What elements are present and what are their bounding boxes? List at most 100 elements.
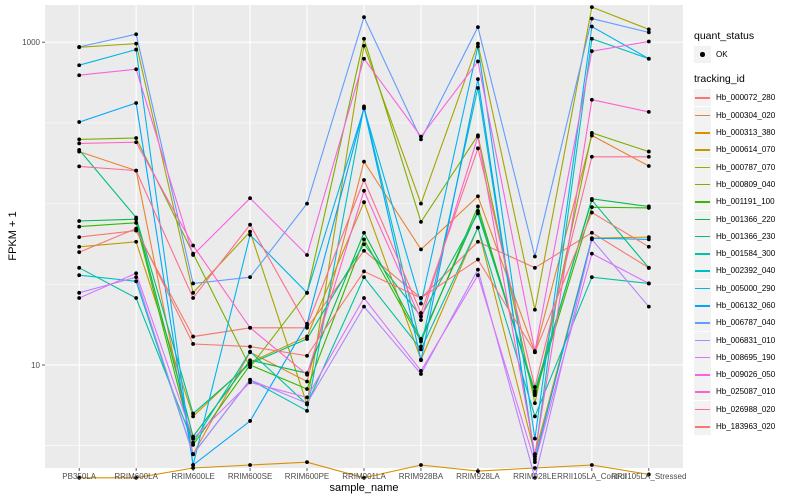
data-point	[134, 271, 139, 276]
data-point	[77, 265, 82, 270]
legend-label: Hb_001366_230	[716, 231, 776, 241]
data-point	[646, 27, 651, 32]
legend-item-hb-026988-020: Hb_026988_020	[694, 400, 800, 418]
line-key-icon	[694, 210, 711, 228]
line-key-icon	[694, 297, 711, 314]
data-point	[305, 401, 309, 406]
data-point	[646, 154, 651, 159]
data-point	[419, 358, 423, 363]
data-point	[419, 301, 423, 306]
data-point	[476, 194, 480, 199]
data-point	[589, 237, 594, 242]
data-point	[77, 290, 82, 295]
data-point	[77, 273, 82, 278]
data-point	[362, 475, 366, 480]
data-point	[248, 377, 252, 382]
line-key-icon	[694, 348, 711, 366]
data-point	[532, 401, 537, 406]
legend-item-hb-006787-040: Hb_006787_040	[694, 314, 800, 332]
data-point	[589, 131, 594, 135]
legend-item-hb-001366-220: Hb_001366_220	[694, 210, 800, 228]
legend-label: Hb_001366_220	[716, 214, 776, 224]
line-key-icon	[694, 366, 711, 384]
data-point	[77, 296, 82, 300]
data-point	[305, 290, 309, 295]
data-point	[476, 225, 480, 230]
data-point	[646, 149, 651, 154]
data-point	[134, 239, 139, 244]
line-key-icon	[694, 400, 711, 418]
line-key-icon	[694, 175, 711, 193]
data-point	[191, 452, 196, 457]
data-point	[77, 475, 82, 480]
y-axis-title: FPKM + 1	[7, 211, 19, 260]
line-key-icon	[694, 89, 711, 107]
data-point	[305, 408, 309, 413]
legend-label: Hb_008695_190	[716, 352, 776, 362]
x-tick-label: RRIM600LA	[114, 472, 158, 481]
data-point	[305, 460, 309, 465]
data-point	[532, 452, 537, 457]
data-point	[134, 136, 139, 140]
data-point	[589, 5, 594, 9]
data-point	[191, 411, 196, 416]
data-point	[77, 120, 82, 124]
legend-label: Hb_026988_020	[716, 404, 776, 414]
data-point	[248, 196, 252, 201]
data-point	[77, 235, 82, 239]
data-point	[362, 36, 366, 41]
legend-item-hb-000304-020: Hb_000304_020	[694, 106, 800, 124]
data-point	[646, 164, 651, 168]
data-point	[419, 311, 423, 315]
data-point	[476, 239, 480, 244]
data-point	[134, 67, 139, 72]
line-key-icon	[694, 418, 711, 436]
data-point	[248, 349, 252, 354]
data-point	[419, 463, 423, 467]
data-point	[589, 205, 594, 210]
data-point	[248, 229, 252, 234]
data-point	[191, 296, 196, 300]
x-tick-label: RRIM600SE	[228, 472, 272, 481]
x-tick-label: PB350LA	[62, 472, 96, 481]
data-point	[476, 77, 480, 82]
line-key-icon	[694, 314, 711, 332]
data-point	[305, 337, 309, 341]
data-point	[77, 73, 82, 78]
data-point	[134, 220, 139, 225]
data-point	[532, 475, 537, 480]
data-point	[419, 220, 423, 224]
data-point	[646, 472, 651, 477]
data-point	[191, 334, 196, 339]
x-tick-label: RRIM600LE	[171, 472, 215, 481]
data-point	[476, 25, 480, 30]
legend-label: Hb_006787_040	[716, 318, 776, 328]
data-point	[362, 296, 366, 300]
data-point	[419, 137, 423, 142]
data-point	[419, 314, 423, 319]
data-point	[589, 463, 594, 467]
data-point	[589, 275, 594, 280]
data-point	[305, 387, 309, 391]
legend-item-hb-000787-070: Hb_000787_070	[694, 158, 800, 176]
legend-label: Hb_025087_010	[716, 387, 776, 397]
data-point	[248, 275, 252, 280]
legend-label: OK	[716, 50, 728, 60]
data-point	[532, 414, 537, 419]
data-point	[191, 414, 196, 419]
data-point	[476, 59, 480, 64]
data-point	[362, 159, 366, 164]
data-point	[305, 253, 309, 257]
data-point	[532, 457, 537, 462]
data-point	[476, 134, 480, 139]
data-point	[134, 140, 139, 145]
data-point	[419, 318, 423, 322]
legend: quant_status OK tracking_id Hb_000072_28…	[694, 30, 800, 436]
y-tick-label: 1000	[22, 38, 40, 47]
line-key-icon	[694, 245, 711, 263]
data-point	[646, 304, 651, 309]
data-point	[589, 36, 594, 41]
legend-title-tracking-id: tracking_id	[694, 73, 745, 86]
legend-label: Hb_002392_040	[716, 266, 776, 276]
data-point	[134, 279, 139, 284]
